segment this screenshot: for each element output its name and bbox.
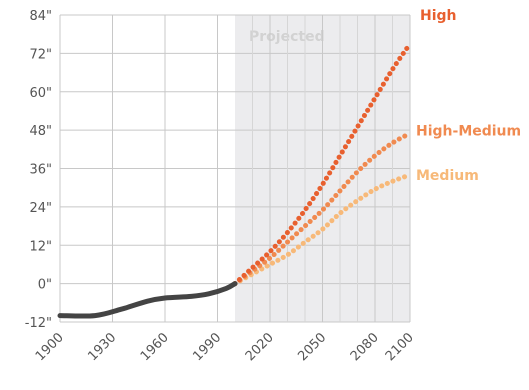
series-label-high-medium: High-Medium xyxy=(416,123,521,139)
series-line-medium xyxy=(232,172,413,287)
y-tick-label: 24" xyxy=(29,201,52,216)
series-label-medium: Medium xyxy=(416,168,479,184)
series-label-high: High xyxy=(420,8,457,24)
y-tick-label: 84" xyxy=(29,9,52,24)
x-tick-label: 2080 xyxy=(348,330,382,364)
x-tick-label: 1960 xyxy=(138,330,172,364)
x-tick-label: 1900 xyxy=(33,330,67,364)
grid xyxy=(59,14,411,323)
y-tick-label: 48" xyxy=(29,124,52,139)
series-line-high xyxy=(232,41,413,287)
x-tick-label: 1990 xyxy=(190,330,224,364)
series-line-high-medium xyxy=(232,130,413,287)
y-tick-label: 60" xyxy=(29,86,52,101)
y-tick-label: 0" xyxy=(38,278,52,293)
x-tick-label: 2100 xyxy=(383,330,417,364)
x-tick-label: 2020 xyxy=(243,330,277,364)
y-tick-label: -12" xyxy=(25,316,52,331)
y-tick-label: 12" xyxy=(29,239,52,254)
x-tick-label: 1930 xyxy=(85,330,119,364)
y-tick-label: 36" xyxy=(29,163,52,178)
x-tick-label: 2050 xyxy=(295,330,329,364)
y-tick-label: 72" xyxy=(29,47,52,62)
x-axis-ticks: 1900 1930 1960 1990 2020 2050 2080 2100 xyxy=(33,330,417,364)
projected-label: Projected xyxy=(249,29,325,45)
y-axis-ticks: 84" 72" 60" 48" 36" 24" 12" 0" -12" xyxy=(25,9,52,331)
series-lines xyxy=(57,41,413,319)
series-line-historical xyxy=(57,281,238,319)
